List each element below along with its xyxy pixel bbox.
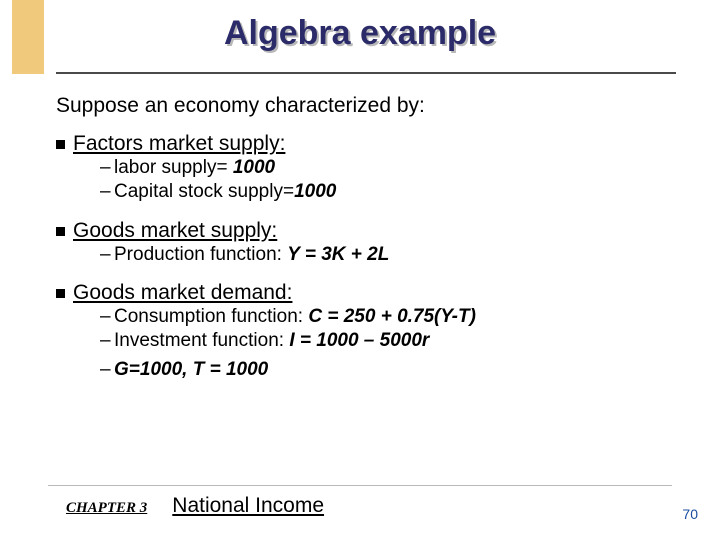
slide-title: Algebra example Algebra example — [0, 14, 720, 53]
dash-icon: – — [100, 329, 114, 353]
list-item: –Production function: Y = 3K + 2L — [100, 243, 676, 267]
intro-text: Suppose an economy characterized by: — [56, 94, 425, 118]
section-heading: Goods market demand: — [56, 281, 676, 305]
list-item: –Consumption function: C = 250 + 0.75(Y-… — [100, 305, 676, 329]
footer: CHAPTER 3 National Income — [66, 494, 324, 518]
item-em: 1000 — [233, 157, 275, 178]
dash-icon: – — [100, 180, 114, 204]
list-item: –G=1000, T = 1000 — [100, 358, 676, 382]
dash-icon: – — [100, 156, 114, 180]
section-items: –Consumption function: C = 250 + 0.75(Y-… — [100, 305, 676, 382]
section-items: –Production function: Y = 3K + 2L — [100, 243, 676, 267]
item-em: G=1000, T = 1000 — [114, 359, 268, 380]
list-item: –Investment function: I = 1000 – 5000r — [100, 329, 676, 353]
item-em: Y = 3K + 2L — [287, 244, 389, 265]
content-area: Factors market supply: –labor supply= 10… — [56, 132, 676, 396]
section-factors-supply: Factors market supply: –labor supply= 10… — [56, 132, 676, 205]
section-heading: Factors market supply: — [56, 132, 676, 156]
footer-rule — [48, 485, 672, 486]
list-item: –Capital stock supply=1000 — [100, 180, 676, 204]
bullet-square-icon — [56, 140, 65, 149]
item-prefix: Investment function: — [114, 330, 289, 351]
dash-icon: – — [100, 305, 114, 329]
footer-title: National Income — [172, 494, 324, 517]
item-em: I = 1000 – 5000r — [289, 330, 429, 351]
item-prefix: Production function: — [114, 244, 287, 265]
section-goods-supply: Goods market supply: –Production functio… — [56, 219, 676, 267]
section-items: –labor supply= 1000 –Capital stock suppl… — [100, 156, 676, 205]
item-prefix: Capital stock supply= — [114, 181, 294, 202]
dash-icon: – — [100, 358, 114, 382]
section-heading: Goods market supply: — [56, 219, 676, 243]
footer-chapter: CHAPTER 3 — [66, 500, 147, 516]
item-em: 1000 — [294, 181, 336, 202]
section-heading-text: Goods market supply: — [73, 219, 277, 242]
page-number: 70 — [682, 506, 698, 522]
bullet-square-icon — [56, 227, 65, 236]
item-prefix: labor supply= — [114, 157, 233, 178]
section-heading-text: Factors market supply: — [73, 132, 285, 155]
title-underline — [56, 72, 676, 74]
item-prefix: Consumption function: — [114, 306, 308, 327]
dash-icon: – — [100, 243, 114, 267]
bullet-square-icon — [56, 289, 65, 298]
item-em: C = 250 + 0.75(Y-T) — [308, 306, 476, 327]
list-item: –labor supply= 1000 — [100, 156, 676, 180]
slide-title-text: Algebra example — [0, 14, 720, 53]
section-heading-text: Goods market demand: — [73, 281, 292, 304]
section-goods-demand: Goods market demand: –Consumption functi… — [56, 281, 676, 382]
